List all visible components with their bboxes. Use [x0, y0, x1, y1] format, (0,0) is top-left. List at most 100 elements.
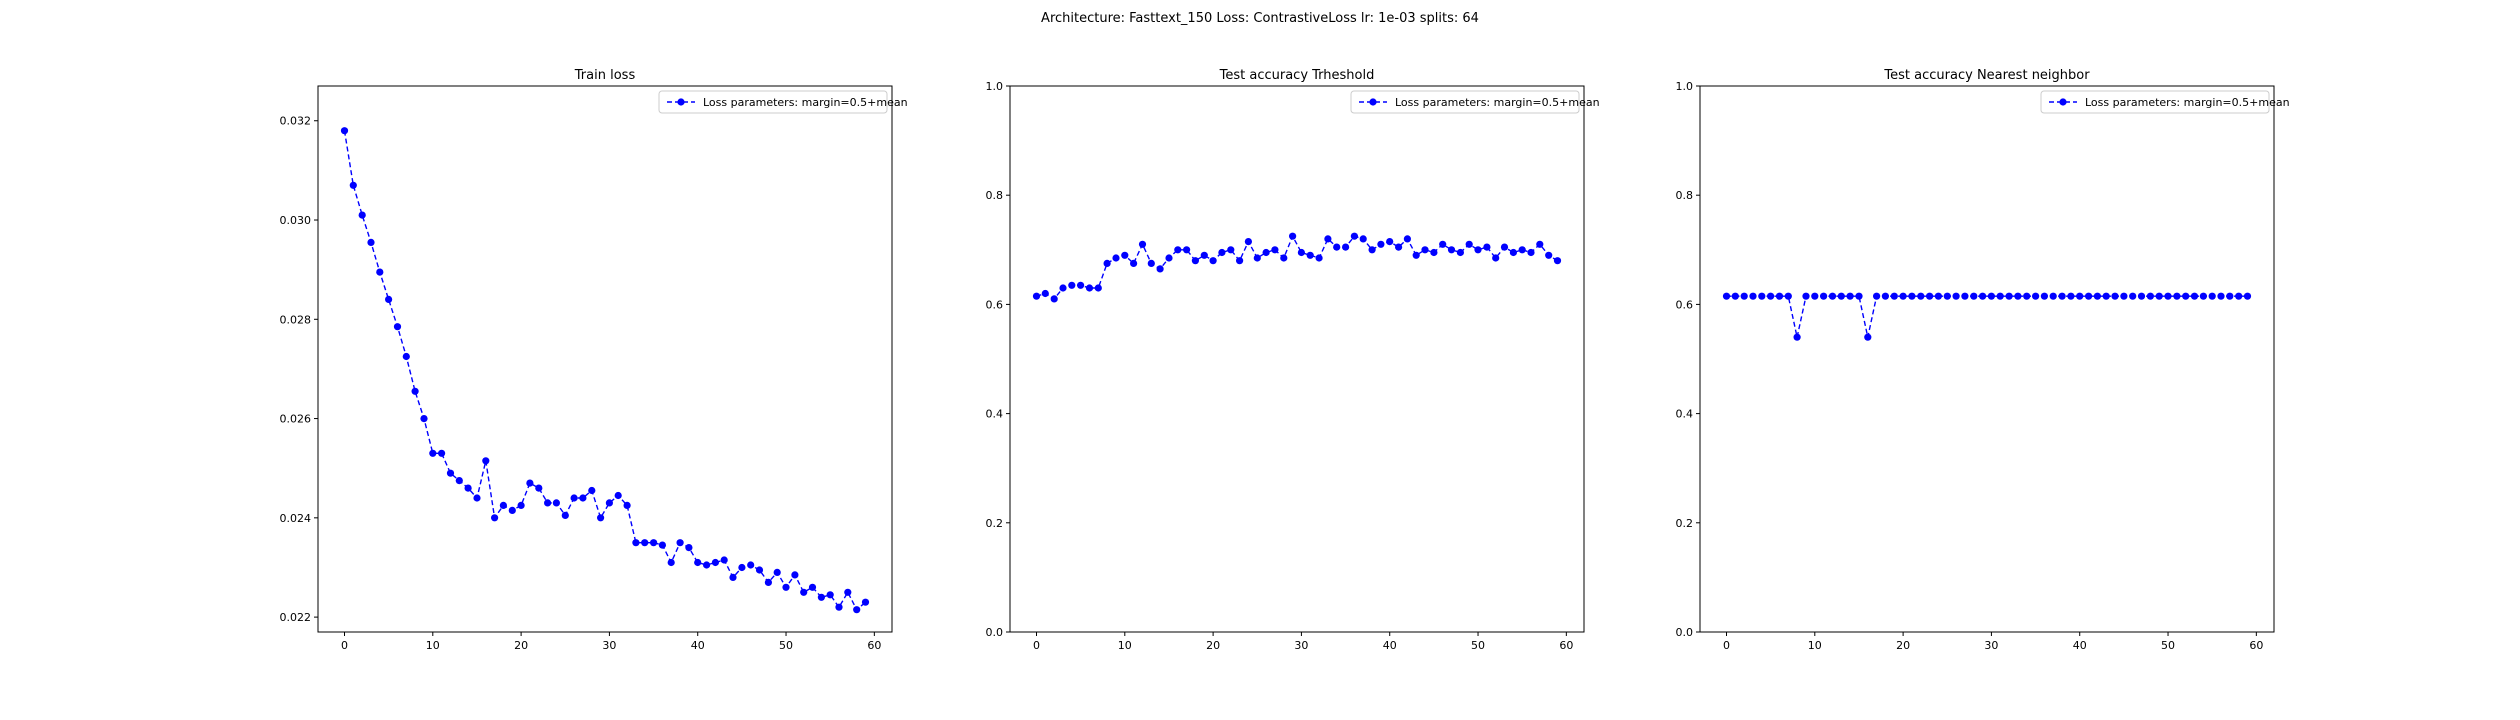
data-point	[1722, 292, 1731, 300]
data-point	[1970, 292, 1978, 300]
data-point	[826, 591, 834, 599]
data-point	[2208, 292, 2216, 300]
data-point	[526, 479, 534, 487]
data-point	[588, 486, 596, 495]
data-point	[2146, 292, 2154, 300]
data-point	[367, 238, 375, 246]
data-point	[1350, 232, 1358, 240]
data-point	[694, 558, 702, 567]
data-point	[349, 181, 357, 189]
data-point	[658, 541, 667, 549]
data-point	[1890, 292, 1898, 300]
x-tick-label: 40	[1383, 639, 1397, 652]
y-tick-label: 0.2	[986, 517, 1004, 530]
data-point	[2102, 292, 2110, 300]
data-point	[614, 491, 622, 500]
figure-suptitle: Architecture: Fasttext_150 Loss: Contras…	[1041, 11, 1479, 26]
data-point	[508, 506, 516, 514]
data-point	[711, 558, 720, 567]
data-point	[1183, 246, 1191, 254]
x-tick-label: 40	[691, 639, 705, 652]
data-point	[2129, 292, 2137, 300]
y-tick-label: 0.8	[1676, 189, 1694, 202]
data-point	[773, 568, 781, 577]
data-point	[720, 556, 728, 564]
y-tick-label: 0.030	[280, 214, 312, 227]
x-tick-label: 20	[1206, 639, 1220, 652]
data-point	[1315, 254, 1323, 262]
axes-frame	[1699, 85, 2275, 633]
data-point	[791, 571, 799, 579]
data-point	[1952, 292, 1960, 300]
data-point	[676, 539, 684, 547]
data-point	[358, 211, 366, 219]
legend-label: Loss parameters: margin=0.5+mean	[703, 96, 908, 109]
x-tick-label: 30	[602, 639, 616, 652]
data-point	[1987, 292, 1995, 300]
y-tick-label: 0.032	[280, 115, 312, 128]
data-point	[2137, 292, 2146, 300]
data-point	[1262, 248, 1270, 257]
data-point	[535, 484, 543, 492]
data-point	[2199, 292, 2207, 300]
data-point	[464, 484, 472, 492]
data-point	[1873, 292, 1881, 300]
data-point	[1174, 246, 1182, 254]
data-point	[1218, 248, 1226, 257]
data-point	[1386, 238, 1394, 246]
data-point	[544, 499, 552, 507]
y-tick-label: 1.0	[986, 80, 1004, 93]
data-point	[1041, 289, 1049, 298]
data-point	[1731, 292, 1739, 300]
data-point	[1846, 292, 1854, 300]
data-point	[1811, 292, 1819, 300]
data-point	[385, 295, 393, 303]
data-point	[1368, 246, 1376, 254]
data-point	[853, 606, 861, 614]
data-point	[438, 449, 446, 457]
y-tick-label: 0.022	[280, 611, 312, 624]
data-point	[499, 501, 507, 509]
data-point	[1209, 257, 1217, 265]
data-point	[1820, 292, 1828, 300]
data-point	[1085, 284, 1094, 292]
legend-box	[2040, 90, 2270, 114]
data-point	[1943, 292, 1951, 300]
data-point	[1227, 246, 1235, 254]
series-line	[1726, 295, 2248, 338]
legend-marker	[677, 98, 685, 106]
data-point	[491, 514, 499, 522]
data-point	[1899, 292, 1907, 300]
data-point	[1465, 240, 1473, 248]
data-point	[2023, 292, 2031, 300]
data-point	[1253, 254, 1261, 262]
data-point	[411, 387, 419, 395]
data-point	[1377, 240, 1385, 248]
y-tick-label: 0.6	[986, 298, 1004, 311]
data-point	[1403, 235, 1411, 243]
data-point	[2085, 292, 2093, 300]
data-point	[2190, 292, 2199, 300]
data-point	[632, 539, 640, 547]
chart-title: Test accuracy Trheshold	[1219, 68, 1375, 83]
data-point	[1130, 259, 1138, 267]
y-tick-label: 0.0	[1676, 626, 1694, 639]
y-tick-label: 0.6	[1676, 298, 1694, 311]
data-point	[1864, 333, 1872, 341]
y-tick-label: 0.0	[986, 626, 1004, 639]
legend-marker	[2059, 98, 2067, 106]
data-point	[2111, 292, 2119, 300]
data-point	[1068, 281, 1076, 289]
data-point	[650, 539, 658, 547]
data-point	[1280, 254, 1288, 262]
x-tick-label: 30	[1294, 639, 1308, 652]
data-point	[800, 588, 808, 596]
data-point	[420, 415, 428, 423]
data-point	[1996, 292, 2004, 300]
x-tick-label: 10	[426, 639, 440, 652]
data-point	[2173, 292, 2181, 300]
y-tick-label: 0.2	[1676, 517, 1694, 530]
y-tick-label: 0.4	[1676, 408, 1694, 421]
data-point	[2076, 292, 2084, 300]
